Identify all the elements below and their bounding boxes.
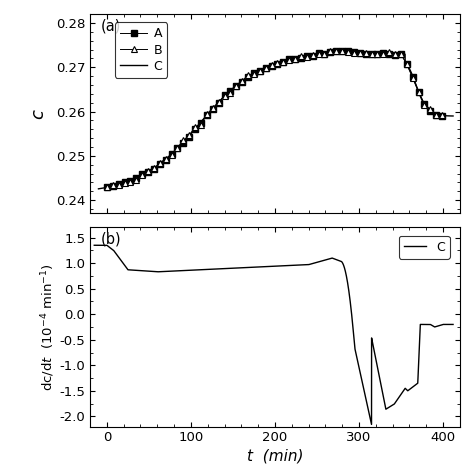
C [443, 113, 449, 118]
C [450, 113, 456, 119]
C [247, 73, 253, 79]
C [136, 174, 142, 180]
Y-axis label: c: c [29, 109, 47, 119]
A [186, 134, 192, 139]
A [104, 184, 109, 190]
A [339, 48, 345, 54]
B [392, 51, 398, 57]
A [428, 108, 433, 114]
C [337, 48, 343, 54]
A [357, 50, 363, 55]
B [328, 48, 333, 54]
Line: C: C [99, 51, 453, 189]
Text: (a): (a) [101, 18, 121, 33]
Line: A: A [104, 48, 445, 190]
B [104, 184, 109, 190]
B [333, 48, 339, 54]
X-axis label: t  (min): t (min) [246, 448, 303, 464]
C [96, 186, 101, 191]
Text: (b): (b) [101, 231, 122, 246]
C [157, 161, 163, 167]
A [439, 113, 445, 118]
B [428, 106, 433, 112]
B [439, 112, 445, 118]
B [357, 50, 363, 56]
C [232, 84, 237, 90]
B [181, 137, 186, 143]
Y-axis label: dc/d$t$  $(10^{-4}\ \mathrm{min}^{-1})$: dc/d$t$ $(10^{-4}\ \mathrm{min}^{-1})$ [39, 263, 56, 391]
A [328, 50, 333, 55]
A [181, 140, 186, 146]
B [186, 133, 192, 138]
Line: B: B [104, 48, 445, 190]
C [405, 63, 411, 69]
Legend: A, B, C: A, B, C [115, 22, 167, 78]
A [392, 53, 398, 58]
Legend: C: C [399, 236, 450, 259]
